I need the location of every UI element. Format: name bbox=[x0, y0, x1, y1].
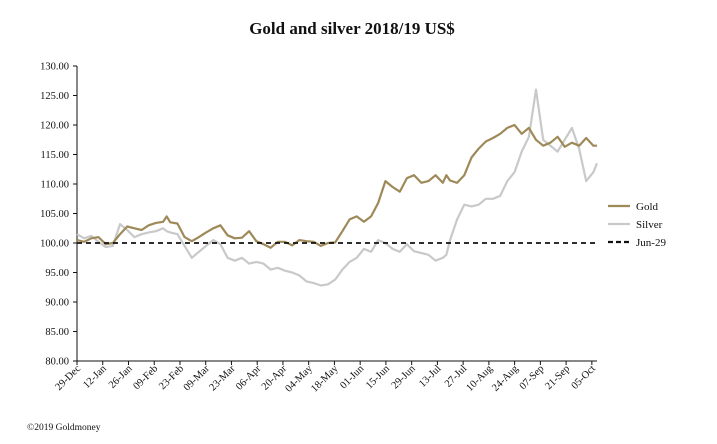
x-tick-label: 06-Apr bbox=[234, 363, 264, 393]
x-tick-label: 07-Sep bbox=[518, 363, 547, 392]
copyright-text: ©2019 Goldmoney bbox=[27, 422, 101, 433]
legend-label-silver: Silver bbox=[636, 219, 663, 231]
x-tick-label: 29-Jun bbox=[390, 363, 419, 392]
y-tick-label: 90.00 bbox=[45, 298, 69, 309]
x-tick-label: 09-Mar bbox=[182, 363, 212, 393]
y-tick-label: 130.00 bbox=[40, 62, 69, 73]
y-tick-label: 100.00 bbox=[40, 239, 69, 250]
silver-series-line bbox=[76, 88, 599, 287]
gold-series-line bbox=[76, 123, 597, 249]
y-tick-label: 120.00 bbox=[40, 121, 69, 132]
y-tick-label: 105.00 bbox=[40, 209, 69, 220]
y-tick-label: 95.00 bbox=[45, 268, 69, 279]
x-tick-label: 04-May bbox=[284, 363, 316, 395]
x-tick-label: 10-Aug bbox=[465, 363, 496, 394]
x-tick-label: 12-Jan bbox=[81, 363, 109, 391]
x-tick-label: 29-Dec bbox=[53, 363, 83, 393]
y-tick-label: 115.00 bbox=[41, 150, 70, 161]
y-tick-label: 110.00 bbox=[41, 180, 70, 191]
x-tick-label: 26-Jan bbox=[107, 363, 135, 391]
legend-label-gold: Gold bbox=[636, 201, 659, 213]
y-tick-label: 85.00 bbox=[45, 327, 69, 338]
legend-label-jun-29: Jun-29 bbox=[636, 237, 666, 249]
x-tick-label: 23-Mar bbox=[208, 363, 238, 393]
y-tick-label: 125.00 bbox=[40, 91, 69, 102]
x-tick-label: 23-Feb bbox=[157, 363, 186, 392]
x-tick-label: 13-Jul bbox=[417, 363, 443, 389]
legend: Gold Silver Jun-29 bbox=[608, 201, 666, 249]
x-tick-label: 15-Jun bbox=[364, 363, 393, 392]
y-tick-label: 80.00 bbox=[45, 357, 69, 368]
chart-title: Gold and silver 2018/19 US$ bbox=[249, 19, 455, 38]
x-tick-label: 01-Jun bbox=[338, 363, 367, 392]
x-tick-label: 09-Feb bbox=[132, 363, 161, 392]
x-tick-label: 21-Sep bbox=[543, 363, 572, 392]
series-layer bbox=[76, 88, 599, 287]
x-tick-label: 24-Aug bbox=[490, 363, 521, 394]
x-tick-label: 18-May bbox=[309, 363, 341, 395]
x-tick-label: 05-Oct bbox=[570, 363, 598, 391]
